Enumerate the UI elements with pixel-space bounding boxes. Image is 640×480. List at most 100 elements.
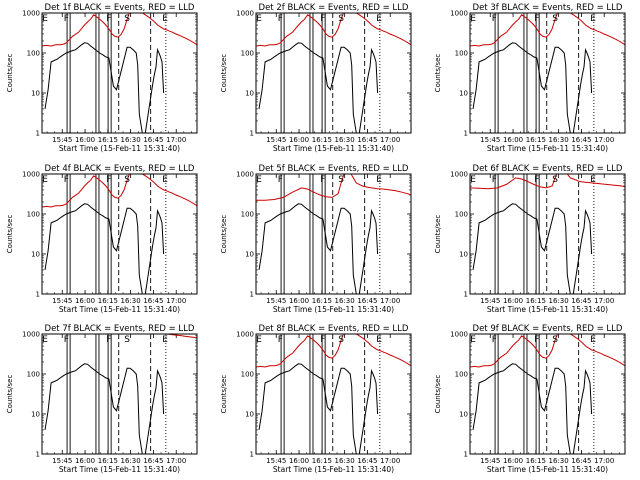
panel-frame [469, 333, 626, 455]
y-tick-label: 1 [36, 451, 40, 459]
annotation-marker: E [162, 175, 168, 185]
y-tick-label: 100 [455, 211, 468, 219]
series-line-lld [256, 174, 411, 201]
y-tick-label: 100 [241, 50, 254, 58]
x-tick-label: 16:15 [312, 297, 332, 305]
series-line-lld [256, 334, 411, 368]
x-tick-label: 15:45 [266, 297, 286, 305]
panel-5: Det 5f BLACK = Events, RED = LLD Counts/s… [220, 164, 412, 314]
panel-title: Det 3f BLACK = Events, RED = LLD [473, 3, 623, 13]
y-axis-label: Counts/sec [6, 54, 14, 93]
x-tick-label: 17:00 [166, 457, 186, 465]
x-axis-label: Start Time (15-Feb-11 15:31:40) [59, 305, 180, 314]
x-axis-label: Start Time (15-Feb-11 15:31:40) [273, 305, 394, 314]
x-tick-label: 15:45 [52, 297, 72, 305]
y-tick-label: 100 [27, 371, 40, 379]
x-tick-label: 15:45 [52, 136, 72, 144]
x-tick-label: 16:45 [143, 457, 163, 465]
annotation-marker: E [42, 175, 48, 185]
annotation-marker: E [376, 335, 382, 345]
x-tick-label: 17:00 [594, 136, 614, 144]
x-tick-label: 17:00 [166, 136, 186, 144]
annotation-marker: F [534, 14, 539, 24]
panel-9: Det 9f BLACK = Events, RED = LLD Counts/s… [434, 324, 626, 474]
annotation-marker: S [124, 14, 130, 24]
y-axis-label: Counts/sec [220, 215, 228, 254]
y-tick-label: 10 [31, 251, 40, 259]
y-tick-label: 1000 [22, 331, 40, 339]
panel-data [256, 13, 411, 133]
panel-frame [255, 173, 412, 295]
panel-frame [469, 173, 626, 295]
annotation-marker: E [470, 14, 476, 24]
annotation-marker: F [64, 175, 69, 185]
y-tick-label: 10 [245, 251, 254, 259]
x-tick-label: 15:45 [480, 136, 500, 144]
panel-frame [41, 173, 198, 295]
x-tick-label: 16:00 [503, 297, 523, 305]
annotation-marker: S [338, 175, 344, 185]
annotation-marker: F [320, 14, 325, 24]
annotation-marker: F [320, 175, 325, 185]
annotation-marker: F [492, 14, 497, 24]
y-tick-label: 10 [245, 90, 254, 98]
annotation-marker: E [256, 335, 262, 345]
panel-data [256, 334, 411, 454]
panel-title: Det 4f BLACK = Events, RED = LLD [45, 164, 195, 174]
annotation-marker: F [278, 175, 283, 185]
y-tick-label: 1 [464, 130, 468, 138]
panel-3: Det 3f BLACK = Events, RED = LLD Counts/s… [434, 3, 626, 153]
panel-4: Det 4f BLACK = Events, RED = LLD Counts/s… [6, 164, 198, 314]
series-line-events [258, 42, 379, 133]
x-tick-label: 16:00 [289, 136, 309, 144]
series-line-lld [256, 13, 411, 47]
panel-data [42, 174, 197, 294]
x-tick-label: 16:15 [312, 136, 332, 144]
x-axis-label: Start Time (15-Feb-11 15:31:40) [487, 305, 608, 314]
x-axis-label: Start Time (15-Feb-11 15:31:40) [59, 144, 180, 153]
y-tick-label: 1000 [236, 331, 254, 339]
panel-6: Det 6f BLACK = Events, RED = LLD Counts/s… [434, 164, 626, 314]
annotation-marker: S [552, 14, 558, 24]
panel-title: Det 8f BLACK = Events, RED = LLD [259, 324, 409, 334]
x-tick-label: 17:00 [380, 297, 400, 305]
annotation-marker: F [534, 335, 539, 345]
panel-data [470, 13, 625, 133]
x-tick-label: 16:45 [143, 297, 163, 305]
x-tick-label: 16:30 [121, 297, 141, 305]
y-tick-label: 100 [27, 50, 40, 58]
annotation-marker: F [278, 14, 283, 24]
y-tick-label: 1000 [450, 171, 468, 179]
series-line-events [44, 42, 165, 133]
x-tick-label: 16:00 [503, 457, 523, 465]
panel-frame [41, 12, 198, 134]
x-tick-label: 16:45 [357, 457, 377, 465]
x-tick-label: 16:30 [549, 297, 569, 305]
x-tick-label: 16:30 [121, 457, 141, 465]
y-tick-label: 1000 [236, 171, 254, 179]
annotation-marker: E [42, 335, 48, 345]
y-axis-label: Counts/sec [220, 54, 228, 93]
panel-frame [41, 333, 198, 455]
annotation-marker: E [162, 14, 168, 24]
y-axis-label: Counts/sec [6, 375, 14, 414]
series-line-events [472, 42, 593, 133]
panel-title: Det 2f BLACK = Events, RED = LLD [259, 3, 409, 13]
x-tick-label: 16:00 [75, 136, 95, 144]
y-axis-label: Counts/sec [434, 54, 442, 93]
series-line-events [44, 363, 165, 454]
x-tick-label: 16:15 [98, 136, 118, 144]
panel-data [470, 174, 625, 294]
annotation-marker: E [470, 335, 476, 345]
y-tick-label: 100 [241, 371, 254, 379]
x-tick-label: 15:45 [480, 457, 500, 465]
series-line-events [472, 203, 593, 294]
series-line-events [258, 363, 379, 454]
x-tick-label: 16:00 [75, 297, 95, 305]
annotation-marker: F [106, 175, 111, 185]
x-axis-label: Start Time (15-Feb-11 15:31:40) [273, 465, 394, 474]
x-tick-label: 16:45 [143, 136, 163, 144]
x-tick-label: 16:15 [312, 457, 332, 465]
annotation-marker: F [492, 175, 497, 185]
x-tick-label: 16:45 [571, 136, 591, 144]
